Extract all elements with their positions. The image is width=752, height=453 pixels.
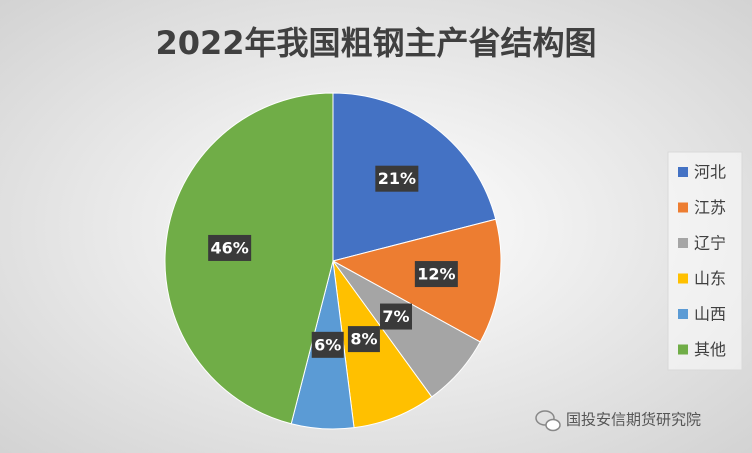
legend-label: 江苏 [694, 198, 726, 217]
legend-label: 河北 [694, 163, 726, 182]
legend-label: 其他 [694, 340, 726, 359]
data-label-box [208, 234, 252, 261]
data-label-box [414, 261, 458, 288]
data-label: 7% [382, 307, 409, 326]
data-label: 46% [211, 238, 249, 257]
legend-swatch [678, 309, 688, 319]
legend-box [667, 151, 743, 371]
data-label-box [375, 165, 419, 192]
data-label-box [380, 303, 413, 330]
data-label: 12% [417, 265, 455, 284]
data-label: 21% [378, 169, 416, 188]
legend-swatch [678, 273, 688, 284]
legend-label: 山东 [694, 269, 726, 288]
legend-label: 山西 [694, 305, 726, 324]
watermark: 国投安信期货研究院 [566, 411, 701, 429]
legend-label: 辽宁 [694, 234, 726, 253]
data-label: 6% [314, 335, 341, 354]
data-label-box [311, 331, 344, 358]
legend-swatch [678, 167, 688, 177]
data-label: 8% [350, 330, 377, 349]
legend-swatch [678, 344, 688, 355]
legend-swatch [678, 202, 688, 213]
data-label-box [347, 326, 380, 353]
chart-title: 2022年我国粗钢主产省结构图 [155, 24, 596, 62]
watermark-icon [535, 410, 561, 432]
legend-swatch [678, 238, 688, 248]
